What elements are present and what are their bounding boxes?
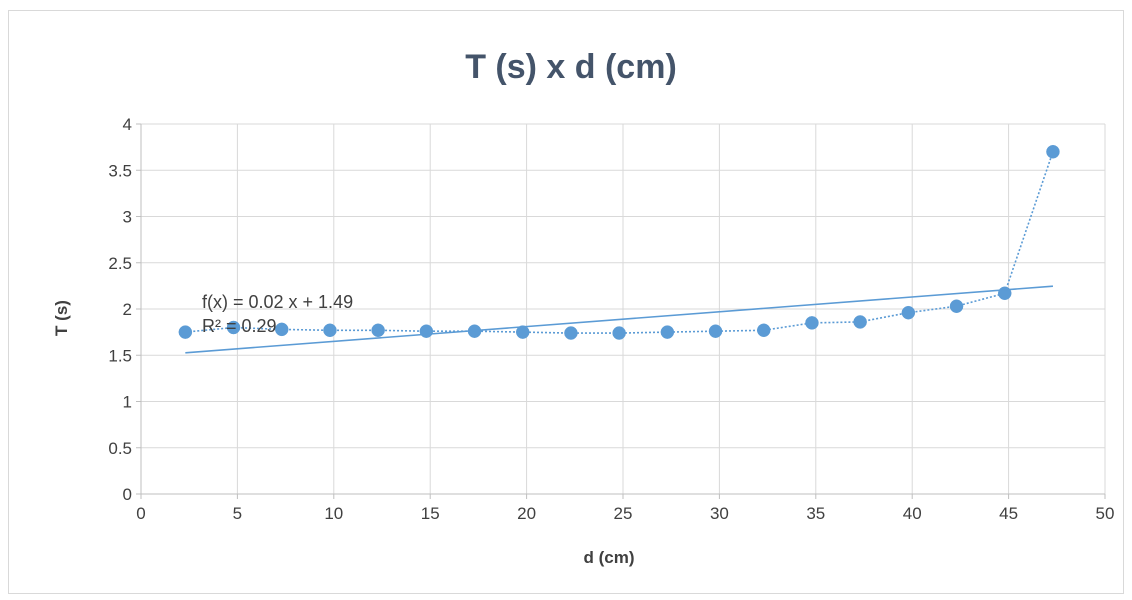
- y-tick-label: 0: [123, 485, 132, 504]
- y-tick-label: 2: [123, 300, 132, 319]
- data-series: [178, 145, 1060, 340]
- x-tick-label: 40: [903, 504, 922, 523]
- y-tick-label: 1.5: [108, 346, 132, 365]
- data-point: [564, 326, 578, 340]
- x-tick-label: 35: [806, 504, 825, 523]
- data-point: [660, 325, 675, 339]
- axes: [136, 123, 1106, 499]
- data-point: [949, 299, 964, 313]
- data-point: [708, 324, 723, 338]
- x-tick-label: 25: [614, 504, 633, 523]
- data-point: [901, 305, 916, 320]
- chart-title: T (s) x d (cm): [465, 48, 677, 86]
- y-tick-label: 4: [123, 115, 132, 134]
- x-axis-title: d (cm): [584, 548, 635, 567]
- y-tick-label: 2.5: [108, 254, 132, 273]
- y-axis-title: T (s): [52, 300, 71, 336]
- data-point: [226, 320, 241, 335]
- data-point: [371, 323, 385, 338]
- x-tick-label: 0: [136, 504, 145, 523]
- x-tick-label: 20: [517, 504, 536, 523]
- data-point: [612, 326, 626, 340]
- x-tick-label: 5: [233, 504, 242, 523]
- x-tick-label: 50: [1096, 504, 1115, 523]
- data-point: [853, 315, 867, 329]
- trendline: [185, 285, 1054, 354]
- data-point: [274, 322, 289, 337]
- data-point: [756, 323, 771, 338]
- data-point: [515, 325, 530, 339]
- data-point: [805, 316, 819, 330]
- x-tick-label: 10: [324, 504, 343, 523]
- data-point: [323, 323, 337, 338]
- y-tick-label: 1: [123, 393, 132, 412]
- y-tick-label: 0.5: [108, 439, 132, 458]
- gridlines: [141, 123, 1106, 494]
- data-point: [178, 325, 193, 339]
- x-tick-label: 45: [999, 504, 1018, 523]
- x-tick-label: 30: [710, 504, 729, 523]
- chart-area: [8, 10, 1124, 594]
- y-tick-label: 3: [123, 208, 132, 227]
- data-point: [419, 324, 434, 338]
- x-tick-label: 15: [421, 504, 440, 523]
- y-tick-labels: 0 0.5 1 1.5 2 2.5 3 3.5 4: [108, 115, 132, 504]
- y-tick-label: 3.5: [108, 161, 132, 180]
- trendline-r-squared: R² = 0.29: [202, 316, 277, 336]
- trendline-group: [185, 285, 1054, 354]
- x-tick-labels: 0 5 10 15 20 25 30 35 40 45 50: [136, 504, 1114, 523]
- trendline-equation: f(x) = 0.02 x + 1.49: [202, 292, 353, 312]
- data-point: [1046, 145, 1060, 159]
